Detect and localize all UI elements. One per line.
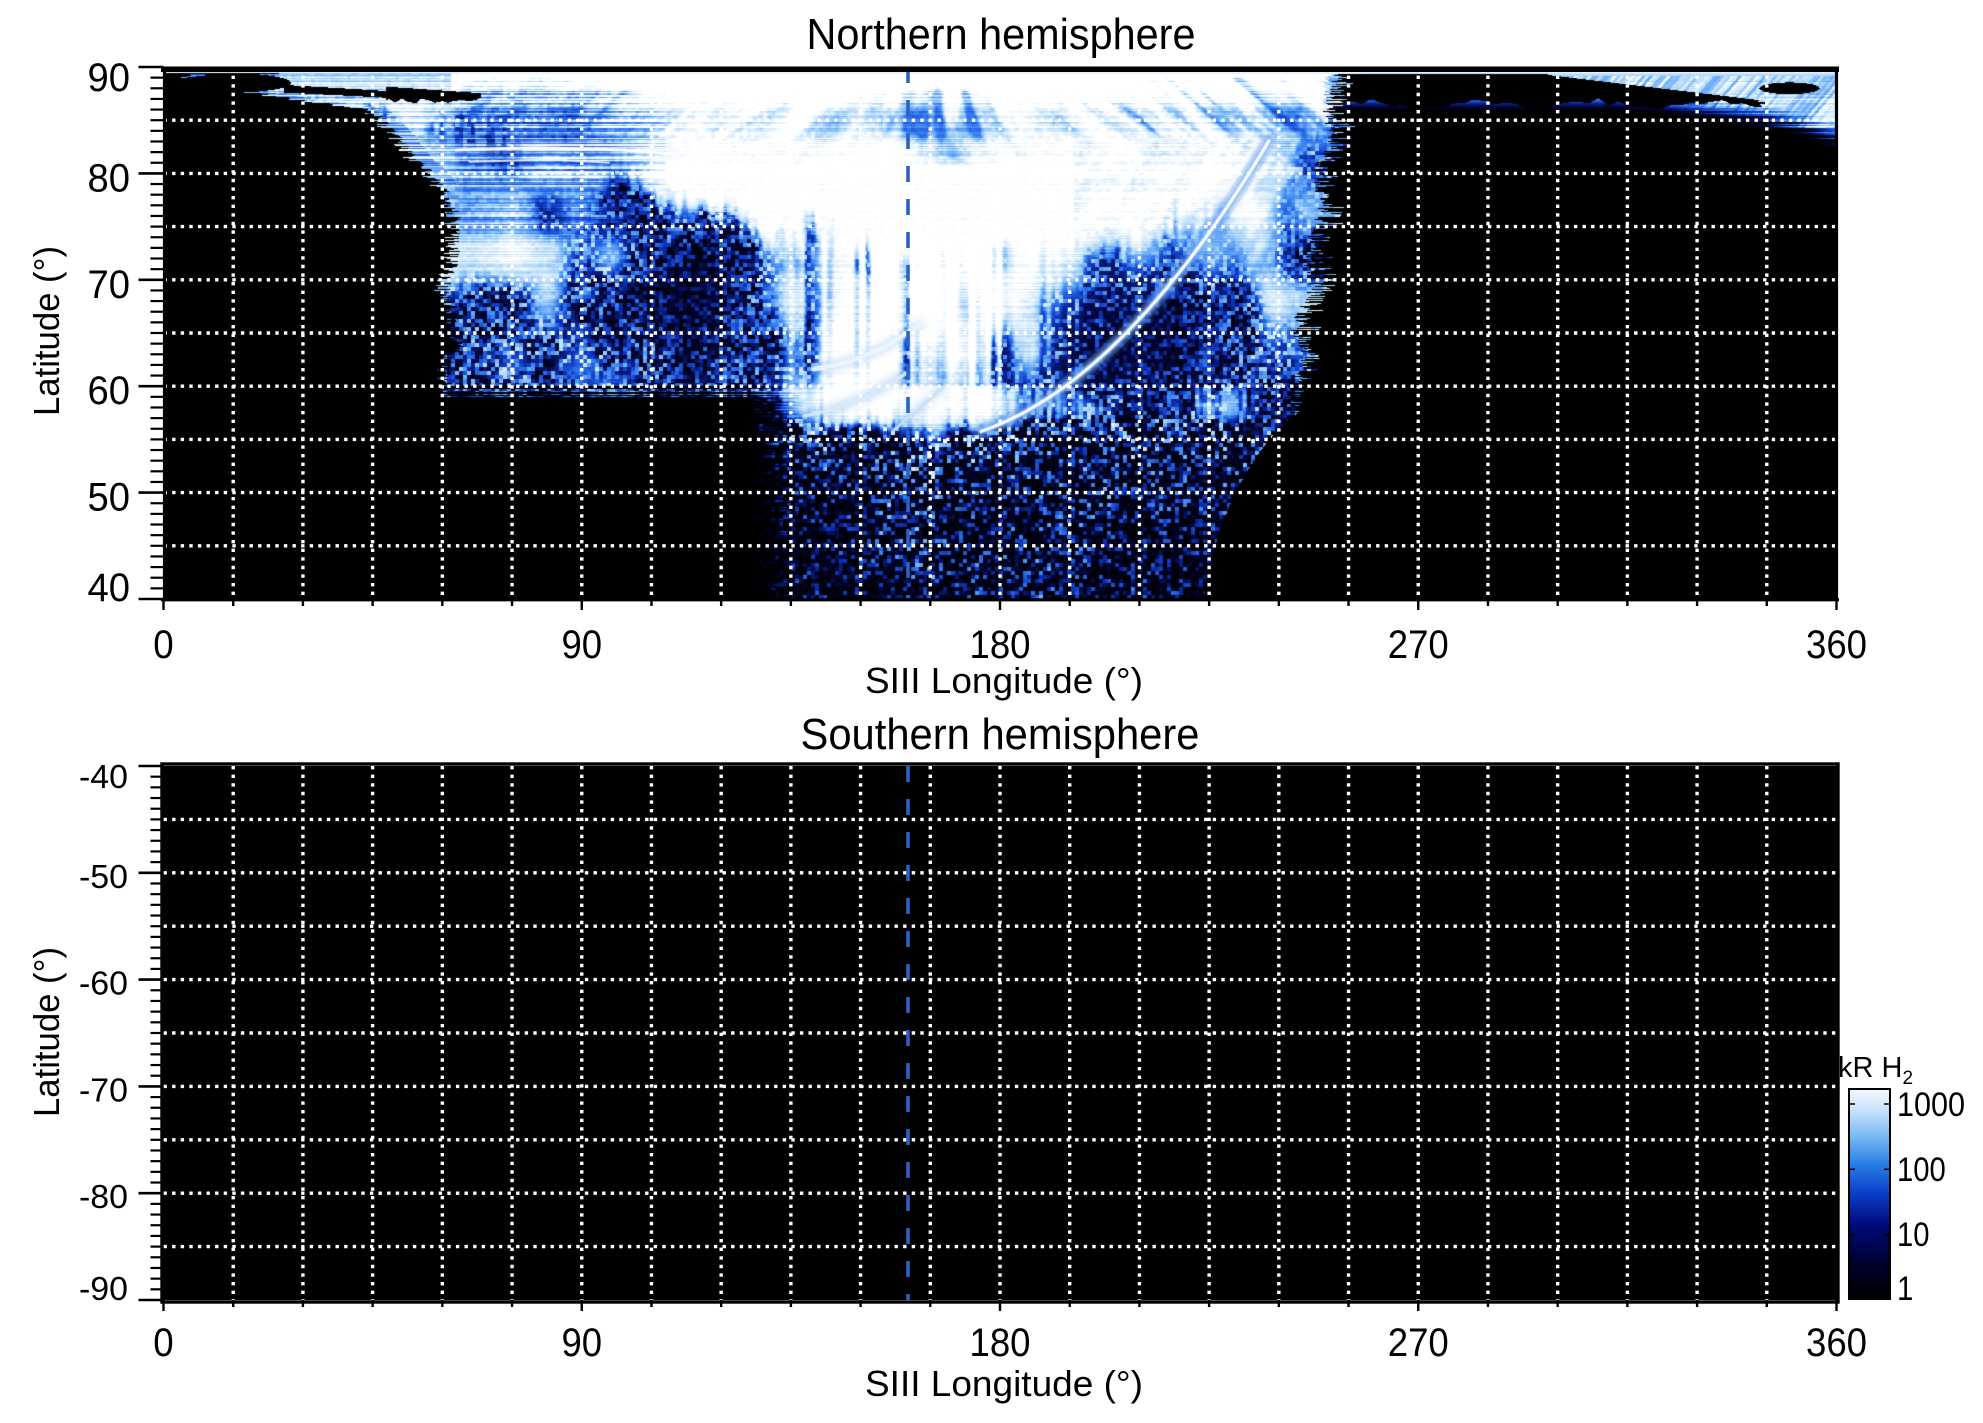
svg-text:-60: -60 bbox=[79, 965, 128, 1002]
svg-text:Northern hemisphere: Northern hemisphere bbox=[807, 10, 1196, 59]
svg-text:SIII Longitude (°): SIII Longitude (°) bbox=[865, 660, 1143, 701]
svg-text:-70: -70 bbox=[79, 1071, 128, 1108]
svg-text:0: 0 bbox=[153, 1321, 173, 1365]
svg-text:50: 50 bbox=[88, 476, 131, 520]
svg-text:360: 360 bbox=[1806, 1321, 1867, 1365]
svg-text:1: 1 bbox=[1897, 1270, 1913, 1308]
svg-text:1000: 1000 bbox=[1897, 1086, 1965, 1124]
svg-text:40: 40 bbox=[88, 566, 131, 610]
svg-text:-50: -50 bbox=[79, 858, 128, 895]
svg-text:kR H2: kR H2 bbox=[1838, 1052, 1913, 1089]
svg-text:360: 360 bbox=[1806, 623, 1867, 667]
svg-text:-40: -40 bbox=[79, 758, 128, 795]
svg-text:80: 80 bbox=[88, 156, 131, 200]
svg-text:100: 100 bbox=[1897, 1151, 1946, 1189]
svg-text:90: 90 bbox=[561, 1321, 602, 1365]
svg-text:270: 270 bbox=[1388, 623, 1449, 667]
svg-text:-80: -80 bbox=[79, 1178, 128, 1215]
svg-text:0: 0 bbox=[153, 623, 173, 667]
svg-text:270: 270 bbox=[1388, 1321, 1449, 1365]
svg-text:70: 70 bbox=[88, 263, 131, 307]
svg-text:SIII Longitude (°): SIII Longitude (°) bbox=[865, 1363, 1143, 1404]
svg-text:60: 60 bbox=[88, 369, 131, 413]
svg-text:10: 10 bbox=[1897, 1216, 1930, 1254]
svg-text:180: 180 bbox=[970, 623, 1031, 667]
svg-text:90: 90 bbox=[88, 56, 131, 100]
svg-text:-90: -90 bbox=[79, 1270, 128, 1307]
svg-text:90: 90 bbox=[561, 623, 602, 667]
svg-text:Latitude (°): Latitude (°) bbox=[26, 246, 67, 416]
svg-text:Southern hemisphere: Southern hemisphere bbox=[801, 710, 1200, 759]
svg-text:180: 180 bbox=[970, 1321, 1031, 1365]
svg-text:Latitude (°): Latitude (°) bbox=[26, 947, 67, 1117]
